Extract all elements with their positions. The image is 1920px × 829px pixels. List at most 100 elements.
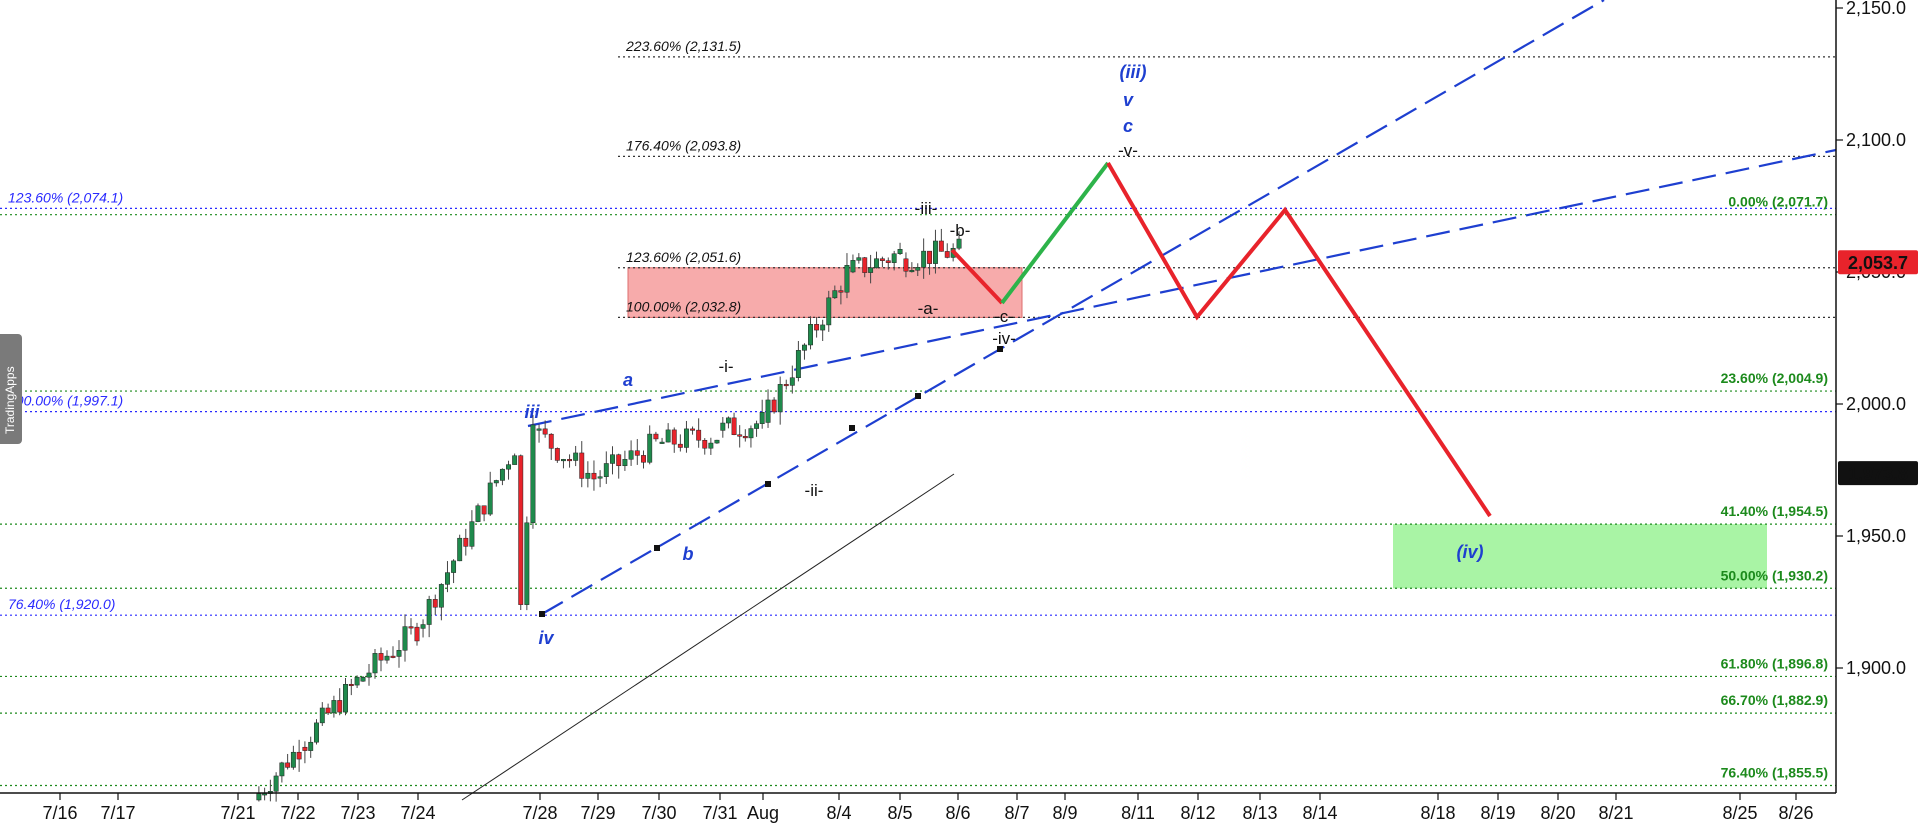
candle-body-65 — [647, 433, 653, 463]
candle-body-34 — [457, 537, 463, 562]
x-tick-label-15: 8/9 — [1052, 803, 1077, 823]
candle-body-28 — [420, 624, 426, 629]
candle-body-63 — [634, 450, 640, 456]
candle-body-89 — [789, 377, 795, 386]
candle-body-104 — [879, 258, 885, 261]
candle-body-105 — [885, 260, 891, 263]
x-tick-label-3: 7/22 — [280, 803, 315, 823]
candle-body-84 — [759, 412, 765, 424]
candle-body-88 — [783, 384, 789, 387]
candle-body-82 — [748, 428, 754, 439]
x-tick-label-0: 7/16 — [42, 803, 77, 823]
fib-mid-label-1: 176.40% (2,093.8) — [626, 137, 741, 153]
candle-body-54 — [579, 452, 585, 479]
candle-body-1 — [262, 793, 268, 796]
wave-label-5: v — [1123, 90, 1134, 110]
projection-layer — [950, 161, 1492, 518]
x-tick-label-25: 8/26 — [1778, 803, 1813, 823]
candle-body-23 — [390, 655, 396, 658]
labels-layer: 123.60% (2,074.1) 100.00% (1,997.1) 76.40%… — [8, 38, 1828, 781]
candle-body-33 — [451, 560, 457, 573]
candle-body-85 — [765, 399, 771, 423]
x-tick-label-1: 7/17 — [100, 803, 135, 823]
candle-body-114 — [938, 240, 944, 252]
fib-right-label-1: 23.60% (2,004.9) — [1721, 370, 1828, 386]
x-tick-label-16: 8/11 — [1121, 803, 1155, 823]
y-tick-label-0: 2,150.0 — [1846, 0, 1906, 18]
candle-body-76 — [714, 439, 720, 444]
candle-body-80 — [737, 434, 743, 437]
price-tag-label-0: 2,053.7 — [1848, 253, 1908, 273]
candle-body-25 — [402, 626, 408, 651]
x-tick-label-12: 8/5 — [887, 803, 912, 823]
candle-body-11 — [319, 707, 325, 724]
candle-body-91 — [802, 344, 807, 351]
projection-leg-c — [950, 248, 1004, 305]
projection-leg-iv — [1106, 161, 1492, 518]
x-tick-label-23: 8/21 — [1598, 803, 1633, 823]
trendline-anchor-1 — [654, 545, 660, 551]
candle-body-73 — [696, 429, 702, 441]
candle-body-78 — [725, 417, 731, 424]
candle-body-38 — [481, 505, 487, 515]
x-tick-label-10: Aug — [747, 803, 779, 823]
candle-body-72 — [690, 428, 695, 431]
wave-label-3: b — [683, 544, 694, 564]
candle-body-18 — [360, 676, 366, 682]
trendline-anchor-5 — [997, 346, 1003, 352]
wave-label-8: -i- — [718, 357, 733, 376]
candle-body-81 — [742, 436, 748, 439]
candle-body-50 — [554, 448, 560, 461]
candle-body-3 — [273, 775, 279, 792]
x-tick-label-8: 7/30 — [641, 803, 676, 823]
watermark-tab: TradingApps — [0, 334, 22, 444]
candle-body-20 — [372, 653, 378, 674]
fib-lines-layer — [0, 56, 1836, 787]
candle-body-86 — [771, 399, 777, 413]
candle-body-6 — [290, 751, 296, 768]
candle-body-109 — [909, 270, 915, 273]
candle-body-57 — [597, 476, 603, 479]
wave-label-4: (iii) — [1120, 62, 1147, 82]
wave-label-14: -iv- — [992, 329, 1016, 348]
candle-body-17 — [354, 676, 360, 686]
wave-label-1: iv — [538, 628, 554, 648]
fib-left-label-1: 100.00% (1,997.1) — [8, 393, 123, 409]
candle-body-68 — [665, 429, 671, 443]
trendline-lower-channel — [541, 0, 1605, 615]
fib-right-label-6: 76.40% (1,855.5) — [1721, 764, 1828, 780]
candle-body-77 — [720, 422, 726, 431]
fib-right-label-3: 50.00% (1,930.2) — [1721, 567, 1828, 583]
candle-body-74 — [702, 439, 708, 449]
y-tick-label-3: 2,000.0 — [1846, 394, 1906, 414]
x-tick-label-22: 8/20 — [1540, 803, 1575, 823]
candle-body-106 — [891, 253, 897, 263]
candle-body-36 — [469, 521, 475, 547]
trendline-anchor-2 — [765, 481, 771, 487]
trendline-anchor-3 — [849, 425, 855, 431]
candle-body-60 — [616, 454, 622, 467]
candle-body-102 — [868, 267, 874, 273]
candle-body-115 — [944, 251, 950, 258]
candle-body-0 — [256, 793, 262, 801]
candle-body-111 — [921, 250, 927, 268]
candle-body-8 — [302, 746, 308, 751]
candle-body-31 — [438, 584, 444, 608]
candle-body-14 — [337, 700, 343, 713]
candle-body-41 — [499, 468, 505, 481]
candle-body-66 — [653, 433, 659, 440]
x-tick-label-6: 7/28 — [522, 803, 557, 823]
fib-left-label-2: 76.40% (1,920.0) — [8, 596, 115, 612]
target-zone-iv — [1393, 524, 1767, 589]
candle-body-48 — [542, 428, 548, 435]
trendline-anchor-4 — [915, 393, 921, 399]
candle-body-56 — [591, 472, 597, 480]
x-tick-label-9: 7/31 — [702, 803, 737, 823]
x-tick-label-4: 7/23 — [340, 803, 375, 823]
candle-body-93 — [814, 324, 820, 331]
fib-mid-label-0: 223.60% (2,131.5) — [625, 38, 741, 54]
candle-body-101 — [862, 257, 868, 273]
candle-body-12 — [325, 707, 331, 714]
x-tick-label-20: 8/18 — [1420, 803, 1455, 823]
